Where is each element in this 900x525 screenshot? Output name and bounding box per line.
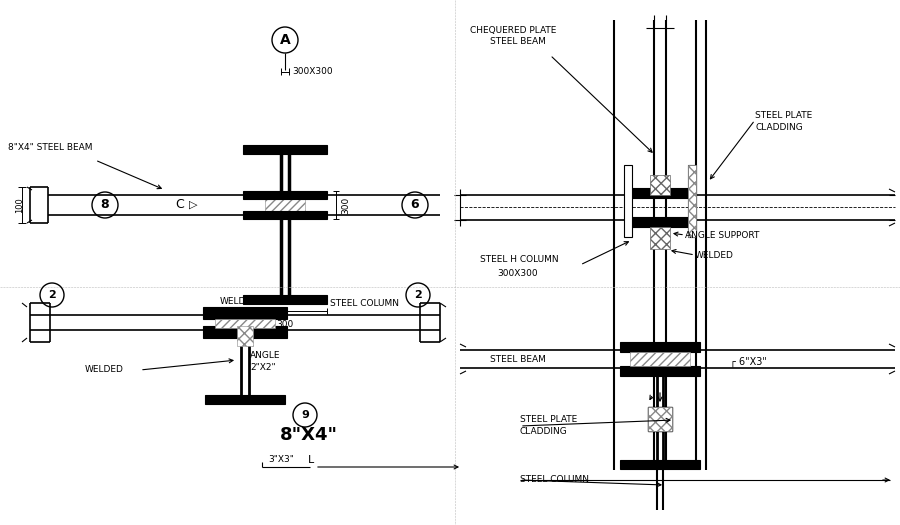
Bar: [243, 295, 327, 304]
Bar: [265, 195, 305, 215]
Bar: [630, 352, 690, 366]
Bar: [237, 326, 253, 346]
Bar: [203, 307, 287, 319]
Text: 2: 2: [414, 290, 422, 300]
Text: ANGLE: ANGLE: [250, 351, 281, 360]
Text: STEEL COLUMN: STEEL COLUMN: [330, 299, 399, 309]
Text: STEEL COLUMN: STEEL COLUMN: [520, 476, 589, 485]
Text: 2"X2": 2"X2": [250, 362, 275, 372]
Bar: [620, 342, 700, 352]
Text: 300: 300: [276, 320, 293, 329]
Text: 6: 6: [410, 198, 419, 212]
Text: STEEL BEAM: STEEL BEAM: [490, 355, 546, 364]
Text: CLADDING: CLADDING: [755, 122, 803, 131]
Text: 8: 8: [101, 198, 109, 212]
Bar: [620, 460, 700, 469]
Bar: [648, 407, 672, 431]
Text: CLADDING: CLADDING: [520, 427, 568, 436]
Text: 3"X3": 3"X3": [268, 456, 294, 465]
Bar: [243, 191, 327, 199]
Text: C: C: [176, 198, 184, 212]
Text: WELDED: WELDED: [695, 250, 734, 259]
Text: STEEL PLATE: STEEL PLATE: [755, 110, 812, 120]
Text: 300X300: 300X300: [497, 268, 537, 278]
Text: STEEL H COLUMN: STEEL H COLUMN: [480, 256, 559, 265]
Bar: [688, 165, 696, 237]
Bar: [243, 145, 327, 154]
Text: CHEQUERED PLATE: CHEQUERED PLATE: [470, 26, 556, 35]
Bar: [205, 395, 285, 404]
Text: 8"X4" STEEL BEAM: 8"X4" STEEL BEAM: [8, 143, 93, 152]
Text: STEEL BEAM: STEEL BEAM: [490, 37, 546, 47]
Bar: [650, 227, 670, 249]
Text: A: A: [280, 33, 291, 47]
Text: 300X300: 300X300: [292, 67, 333, 76]
Text: L: L: [308, 455, 314, 465]
Bar: [243, 211, 327, 219]
Bar: [203, 326, 287, 338]
Bar: [650, 175, 670, 195]
Bar: [215, 319, 275, 328]
Text: 9: 9: [302, 410, 309, 420]
Text: 8"X4": 8"X4": [280, 426, 338, 444]
Text: WELDED: WELDED: [220, 298, 259, 307]
Bar: [632, 217, 688, 227]
Bar: [624, 165, 632, 237]
Text: 100: 100: [15, 197, 24, 213]
Text: WELDED: WELDED: [85, 365, 124, 374]
Bar: [620, 366, 700, 376]
Text: ▷: ▷: [189, 200, 197, 210]
Text: ┌ 6"X3": ┌ 6"X3": [730, 357, 767, 367]
Text: STEEL PLATE: STEEL PLATE: [520, 415, 577, 425]
Bar: [648, 407, 672, 431]
Text: 300: 300: [341, 196, 350, 214]
Bar: [688, 165, 696, 237]
Text: ANGLE SUPPORT: ANGLE SUPPORT: [685, 230, 760, 239]
Text: 2: 2: [48, 290, 56, 300]
Bar: [632, 188, 688, 198]
